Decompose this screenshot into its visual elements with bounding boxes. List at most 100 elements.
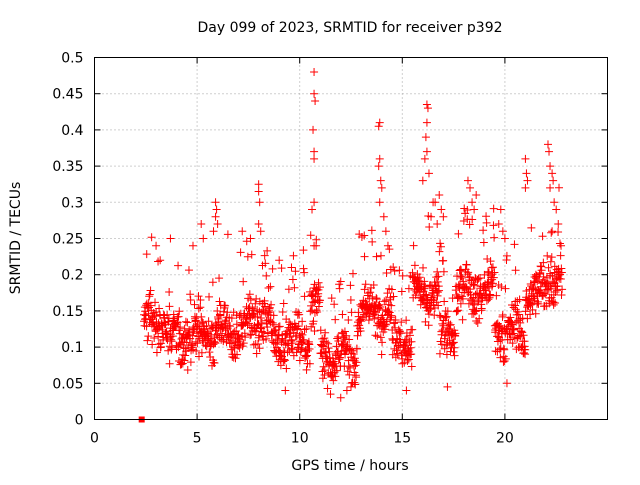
x-axis-label: GPS time / hours — [291, 458, 408, 474]
data-point — [266, 282, 275, 291]
data-point — [435, 247, 444, 256]
data-point — [420, 277, 429, 286]
data-point — [348, 346, 357, 355]
data-point — [548, 169, 557, 178]
data-point — [270, 326, 279, 335]
data-point — [552, 265, 561, 274]
data-point — [151, 298, 160, 307]
data-point — [180, 356, 189, 365]
data-point — [247, 330, 256, 339]
data-point — [210, 337, 219, 346]
data-point — [309, 317, 318, 326]
data-point — [310, 147, 319, 156]
data-point — [433, 267, 442, 276]
data-point — [436, 239, 445, 248]
data-point — [186, 358, 195, 367]
data-point — [323, 384, 332, 393]
data-point — [183, 318, 192, 327]
data-point — [370, 310, 379, 319]
data-point — [423, 104, 432, 113]
data-point — [289, 251, 298, 260]
data-point — [398, 359, 407, 368]
data-point — [259, 328, 268, 337]
data-point — [283, 348, 292, 357]
data-point — [314, 278, 323, 287]
data-point — [230, 327, 239, 336]
data-point — [502, 379, 511, 388]
data-point — [180, 324, 189, 333]
data-point — [551, 299, 560, 308]
data-point — [400, 358, 409, 367]
data-point — [420, 154, 429, 163]
data-point — [338, 310, 347, 319]
data-point — [373, 332, 382, 341]
data-point — [262, 271, 271, 280]
data-point — [154, 332, 163, 341]
data-point — [434, 272, 443, 281]
data-point — [236, 248, 245, 257]
data-point — [281, 331, 290, 340]
data-point — [489, 273, 498, 282]
data-point — [313, 307, 322, 316]
data-point — [211, 339, 220, 348]
data-point — [496, 205, 505, 214]
y-tick-label: 0.2 — [61, 268, 83, 284]
data-point — [391, 316, 400, 325]
data-point — [472, 191, 481, 200]
data-point — [453, 307, 462, 316]
data-point — [255, 344, 264, 353]
data-point — [547, 284, 556, 293]
data-point — [264, 283, 273, 292]
data-point — [279, 299, 288, 308]
data-point — [251, 299, 260, 308]
data-point — [517, 327, 526, 336]
data-point — [405, 331, 414, 340]
data-point — [215, 274, 224, 283]
data-point — [216, 311, 225, 320]
data-point — [254, 340, 263, 349]
data-point — [492, 291, 501, 300]
data-point — [527, 223, 536, 232]
data-point — [521, 183, 530, 192]
data-point — [233, 350, 242, 359]
data-point — [408, 325, 417, 334]
data-point — [288, 275, 297, 284]
data-point — [554, 220, 563, 229]
data-point — [197, 312, 206, 321]
data-point — [211, 212, 220, 221]
data-point — [321, 328, 330, 337]
data-point — [410, 261, 419, 270]
data-point — [476, 274, 485, 283]
data-point — [421, 133, 430, 142]
data-points — [138, 67, 567, 423]
x-tick-label: 0 — [90, 431, 99, 447]
data-point — [248, 304, 257, 313]
data-point — [300, 292, 309, 301]
data-point — [255, 331, 264, 340]
data-point — [489, 221, 498, 230]
data-point — [374, 162, 383, 171]
data-point — [268, 264, 277, 273]
data-point — [229, 343, 238, 352]
data-point — [325, 347, 334, 356]
data-point — [277, 264, 286, 273]
data-point — [343, 340, 352, 349]
data-point — [368, 237, 377, 246]
data-point — [173, 318, 182, 327]
data-point — [548, 227, 557, 236]
data-point — [397, 318, 406, 327]
data-point — [539, 272, 548, 281]
data-point — [368, 292, 377, 301]
data-point — [416, 300, 425, 309]
data-point — [190, 300, 199, 309]
data-point — [295, 356, 304, 365]
data-point — [387, 285, 396, 294]
data-point — [450, 351, 459, 360]
data-point — [377, 350, 386, 359]
data-point — [305, 359, 314, 368]
data-point — [215, 297, 224, 306]
data-point — [453, 292, 462, 301]
data-point — [174, 312, 183, 321]
data-point — [184, 330, 193, 339]
data-point — [482, 218, 491, 227]
